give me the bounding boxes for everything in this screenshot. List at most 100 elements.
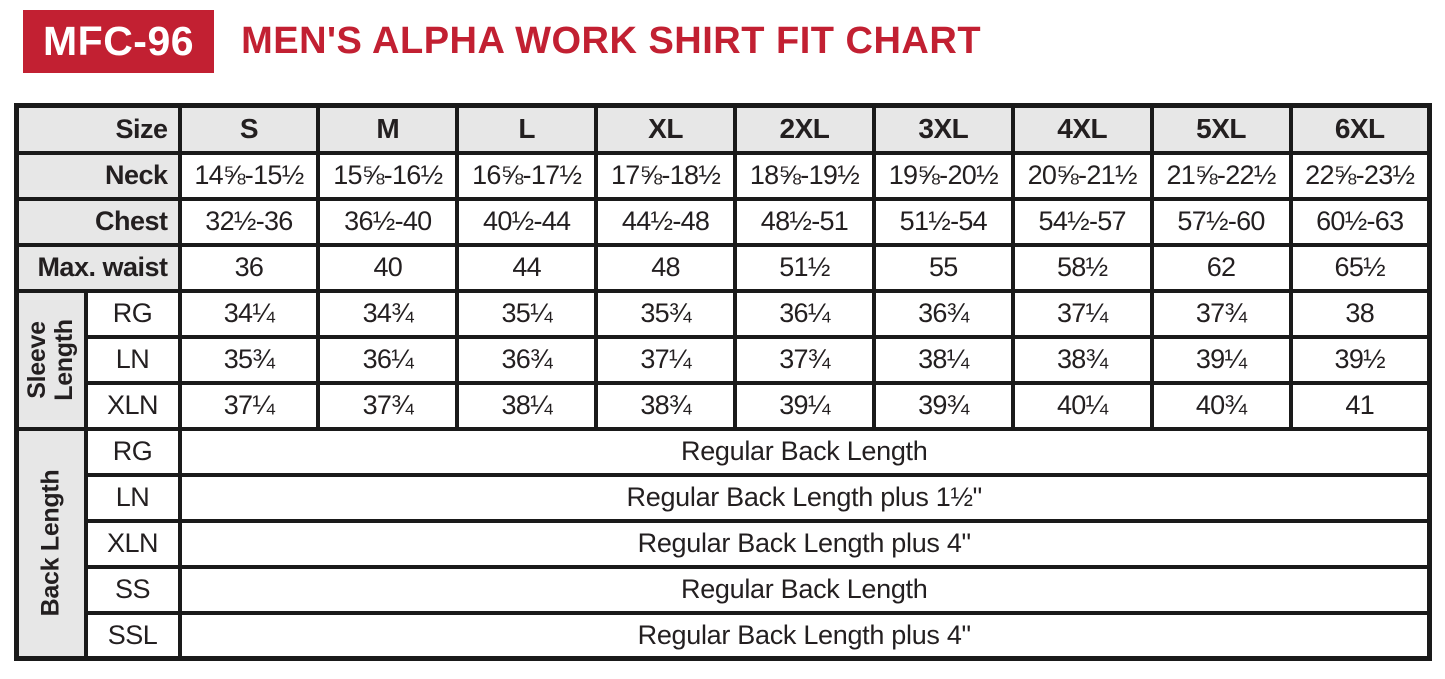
chest-value-cell: 57½-60	[1149, 196, 1293, 247]
sleeve-rg-value-cell: 37¾	[1149, 288, 1293, 339]
chest-value-cell: 40½-44	[455, 196, 599, 247]
chest-value-cell: 36½-40	[316, 196, 460, 247]
chest-value-cell: 51½-54	[871, 196, 1015, 247]
size-column-header: 6XL	[1288, 103, 1432, 155]
neck-value-cell: 21⅝-22½	[1149, 150, 1293, 201]
sleeve-ln-value-cell: 39¼	[1149, 334, 1293, 385]
chest-value-cell: 32½-36	[177, 196, 321, 247]
max-waist-value-cell: 55	[871, 242, 1015, 293]
sleeve-xln-value-cell: 38¾	[594, 380, 737, 431]
size-header-row: Size S M L XL 2XL 3XL 4XL 5XL 6XL	[14, 103, 1432, 155]
neck-value-cell: 16⅝-17½	[455, 150, 599, 201]
max-waist-value-cell: 44	[455, 242, 599, 293]
sleeve-xln-value-cell: 37¼	[177, 380, 321, 431]
sleeve-ln-value-cell: 38¼	[871, 334, 1015, 385]
max-waist-row: Max. waist 36 40 44 48 51½ 55 58½ 62 65½	[14, 242, 1432, 293]
sleeve-rg-value-cell: 35¼	[455, 288, 599, 339]
sleeve-length-group-label: Sleeve Length	[14, 288, 88, 431]
back-ln-row: LN Regular Back Length plus 1½"	[17, 472, 1432, 523]
size-column-header: 3XL	[871, 103, 1015, 155]
back-length-group-label: Back Length	[14, 426, 88, 661]
sleeve-rg-value-cell: 36¼	[733, 288, 876, 339]
max-waist-row-label: Max. waist	[14, 242, 182, 293]
sleeve-rg-value-cell: 36¾	[871, 288, 1015, 339]
max-waist-value-cell: 51½	[733, 242, 876, 293]
neck-value-cell: 20⅝-21½	[1010, 150, 1154, 201]
back-rg-row: Back Length RG Regular Back Length	[14, 426, 1432, 661]
max-waist-value-cell: 48	[594, 242, 737, 293]
back-ss-note: Regular Back Length	[177, 564, 1432, 615]
sleeve-length-rotated-text: Sleeve Length	[23, 318, 79, 401]
sleeve-ln-value-cell: 38¾	[1010, 334, 1154, 385]
back-ss-label: SS	[83, 564, 182, 615]
neck-value-cell: 17⅝-18½	[594, 150, 737, 201]
neck-value-cell: 15⅝-16½	[316, 150, 460, 201]
chest-value-cell: 48½-51	[733, 196, 876, 247]
sleeve-rg-value-cell: 38	[1288, 288, 1432, 339]
max-waist-value-cell: 62	[1149, 242, 1293, 293]
back-xln-label: XLN	[83, 518, 182, 569]
sleeve-xln-value-cell: 37¾	[316, 380, 460, 431]
max-waist-value-cell: 65½	[1288, 242, 1432, 293]
back-ssl-label: SSL	[83, 610, 182, 661]
sleeve-xln-value-cell: 41	[1288, 380, 1432, 431]
back-ln-label: LN	[83, 472, 182, 523]
sleeve-ln-row: LN 35¾ 36¼ 36¾ 37¼ 37¾ 38¼ 38¾ 39¼ 39½	[17, 334, 1432, 385]
sleeve-rg-value-cell: 34¼	[177, 288, 321, 339]
size-column-header: L	[455, 103, 599, 155]
sleeve-xln-value-cell: 40¼	[1010, 380, 1154, 431]
size-column-header: 4XL	[1010, 103, 1154, 155]
chest-row-label: Chest	[14, 196, 182, 247]
sleeve-xln-label: XLN	[83, 380, 182, 431]
chest-value-cell: 44½-48	[594, 196, 737, 247]
size-column-header: M	[316, 103, 460, 155]
size-column-header: 2XL	[733, 103, 876, 155]
back-ln-note: Regular Back Length plus 1½"	[177, 472, 1432, 523]
back-ssl-row: SSL Regular Back Length plus 4"	[17, 610, 1432, 661]
size-column-header: XL	[594, 103, 737, 155]
sleeve-ln-value-cell: 37¼	[594, 334, 737, 385]
sleeve-xln-value-cell: 40¾	[1149, 380, 1293, 431]
back-rg-label: RG	[83, 426, 182, 477]
back-ssl-note: Regular Back Length plus 4"	[177, 610, 1432, 661]
neck-value-cell: 14⅝-15½	[177, 150, 321, 201]
sleeve-rg-label: RG	[83, 288, 182, 339]
size-column-header: S	[177, 103, 321, 155]
sleeve-xln-value-cell: 39¼	[733, 380, 876, 431]
back-xln-row: XLN Regular Back Length plus 4"	[17, 518, 1432, 569]
sleeve-ln-value-cell: 35¾	[177, 334, 321, 385]
sleeve-rg-value-cell: 35¾	[594, 288, 737, 339]
sleeve-ln-label: LN	[83, 334, 182, 385]
size-corner-label: Size	[14, 103, 182, 155]
max-waist-value-cell: 58½	[1010, 242, 1154, 293]
sleeve-ln-value-cell: 36¾	[455, 334, 599, 385]
max-waist-value-cell: 36	[177, 242, 321, 293]
sleeve-xln-value-cell: 38¼	[455, 380, 599, 431]
neck-value-cell: 22⅝-23½	[1288, 150, 1432, 201]
max-waist-value-cell: 40	[316, 242, 460, 293]
sleeve-ln-value-cell: 39½	[1288, 334, 1432, 385]
model-number-badge: MFC-96	[23, 10, 215, 73]
neck-row-label: Neck	[14, 150, 182, 201]
page-title: MEN'S ALPHA WORK SHIRT FIT CHART	[241, 20, 982, 62]
back-length-rotated-text: Back Length	[36, 469, 65, 617]
chest-row: Chest 32½-36 36½-40 40½-44 44½-48 48½-51…	[14, 196, 1432, 247]
neck-value-cell: 19⅝-20½	[871, 150, 1015, 201]
sleeve-ln-value-cell: 37¾	[733, 334, 876, 385]
back-ss-row: SS Regular Back Length	[17, 564, 1432, 615]
page-header: MFC-96 MEN'S ALPHA WORK SHIRT FIT CHART	[23, 10, 1445, 73]
sleeve-xln-row: XLN 37¼ 37¾ 38¼ 38¾ 39¼ 39¾ 40¼ 40¾ 41	[17, 380, 1432, 431]
sleeve-xln-value-cell: 39¾	[871, 380, 1015, 431]
back-rg-note: Regular Back Length	[177, 426, 1432, 477]
sleeve-rg-row: Sleeve Length RG 34¼ 34¾ 35¼ 35¾ 36¼ 36¾…	[14, 288, 1432, 431]
fit-chart-table: Size S M L XL 2XL 3XL 4XL 5XL 6XL Neck 1…	[14, 103, 1432, 661]
sleeve-rg-value-cell: 37¼	[1010, 288, 1154, 339]
neck-row: Neck 14⅝-15½ 15⅝-16½ 16⅝-17½ 17⅝-18½ 18⅝…	[14, 150, 1432, 201]
neck-value-cell: 18⅝-19½	[733, 150, 876, 201]
back-xln-note: Regular Back Length plus 4"	[177, 518, 1432, 569]
chest-value-cell: 54½-57	[1010, 196, 1154, 247]
chest-value-cell: 60½-63	[1288, 196, 1432, 247]
sleeve-rg-value-cell: 34¾	[316, 288, 460, 339]
sleeve-ln-value-cell: 36¼	[316, 334, 460, 385]
size-column-header: 5XL	[1149, 103, 1293, 155]
